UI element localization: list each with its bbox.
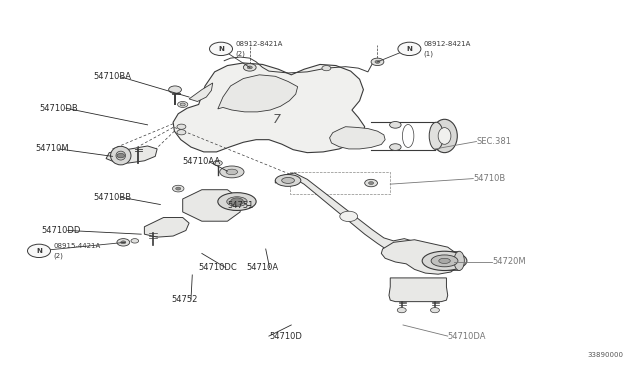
Ellipse shape bbox=[111, 146, 131, 165]
Text: 54710BB: 54710BB bbox=[93, 193, 131, 202]
Circle shape bbox=[28, 244, 51, 257]
Circle shape bbox=[177, 102, 188, 108]
Ellipse shape bbox=[218, 193, 256, 211]
Polygon shape bbox=[218, 75, 298, 112]
Circle shape bbox=[213, 160, 222, 166]
Text: 7: 7 bbox=[273, 113, 280, 126]
Circle shape bbox=[175, 187, 180, 190]
Text: 54710AA: 54710AA bbox=[182, 157, 221, 166]
Circle shape bbox=[397, 308, 406, 313]
Text: 54710B: 54710B bbox=[473, 174, 506, 183]
Text: 54710A: 54710A bbox=[246, 263, 278, 272]
Text: (2): (2) bbox=[53, 252, 63, 259]
Polygon shape bbox=[275, 173, 416, 253]
Polygon shape bbox=[106, 146, 157, 163]
Circle shape bbox=[365, 179, 378, 187]
Ellipse shape bbox=[226, 169, 237, 175]
Text: 08915-4421A: 08915-4421A bbox=[53, 243, 100, 249]
Circle shape bbox=[169, 86, 181, 93]
Polygon shape bbox=[381, 240, 461, 274]
Circle shape bbox=[390, 122, 401, 128]
Text: 54720M: 54720M bbox=[492, 257, 526, 266]
Circle shape bbox=[369, 182, 374, 185]
Circle shape bbox=[173, 185, 184, 192]
Ellipse shape bbox=[422, 251, 467, 270]
Text: N: N bbox=[406, 46, 412, 52]
Circle shape bbox=[340, 211, 358, 222]
Text: 54710BA: 54710BA bbox=[93, 72, 131, 81]
Ellipse shape bbox=[432, 119, 458, 153]
Text: 54710DA: 54710DA bbox=[448, 331, 486, 341]
Polygon shape bbox=[389, 278, 448, 302]
Circle shape bbox=[180, 103, 185, 106]
Ellipse shape bbox=[439, 258, 451, 263]
Ellipse shape bbox=[227, 197, 247, 206]
Circle shape bbox=[322, 65, 331, 71]
Circle shape bbox=[371, 58, 384, 65]
Text: 54752: 54752 bbox=[172, 295, 198, 304]
Circle shape bbox=[398, 42, 421, 55]
Text: 08912-8421A: 08912-8421A bbox=[424, 41, 471, 47]
Text: (1): (1) bbox=[424, 50, 433, 57]
Circle shape bbox=[243, 64, 256, 71]
Circle shape bbox=[375, 60, 380, 63]
Ellipse shape bbox=[431, 255, 458, 267]
Text: 54710D: 54710D bbox=[269, 331, 302, 341]
Text: 54710DB: 54710DB bbox=[39, 104, 78, 113]
Text: 33890000: 33890000 bbox=[588, 352, 623, 358]
Text: 54710DC: 54710DC bbox=[198, 263, 237, 272]
Circle shape bbox=[177, 124, 186, 129]
Text: 54710M: 54710M bbox=[36, 144, 70, 153]
Ellipse shape bbox=[116, 151, 125, 160]
Circle shape bbox=[247, 66, 252, 69]
Circle shape bbox=[117, 153, 125, 158]
Ellipse shape bbox=[438, 128, 451, 144]
Polygon shape bbox=[330, 127, 385, 149]
Text: 54710DD: 54710DD bbox=[41, 226, 80, 235]
Circle shape bbox=[230, 198, 243, 205]
Ellipse shape bbox=[454, 251, 465, 270]
Circle shape bbox=[390, 144, 401, 150]
Polygon shape bbox=[173, 63, 365, 153]
Polygon shape bbox=[189, 83, 212, 102]
Polygon shape bbox=[182, 190, 240, 221]
Circle shape bbox=[209, 42, 232, 55]
Text: SEC.381: SEC.381 bbox=[476, 137, 511, 146]
Circle shape bbox=[177, 130, 186, 135]
Circle shape bbox=[121, 241, 126, 244]
Ellipse shape bbox=[429, 122, 444, 150]
Text: N: N bbox=[218, 46, 224, 52]
Ellipse shape bbox=[220, 166, 244, 178]
Circle shape bbox=[431, 308, 440, 313]
Text: N: N bbox=[36, 248, 42, 254]
Ellipse shape bbox=[282, 177, 294, 183]
Circle shape bbox=[117, 238, 130, 246]
Circle shape bbox=[131, 238, 139, 243]
Text: (2): (2) bbox=[235, 50, 245, 57]
Polygon shape bbox=[145, 218, 189, 237]
Text: 08912-8421A: 08912-8421A bbox=[235, 41, 282, 47]
Ellipse shape bbox=[275, 174, 301, 186]
Text: 54751: 54751 bbox=[227, 201, 254, 210]
